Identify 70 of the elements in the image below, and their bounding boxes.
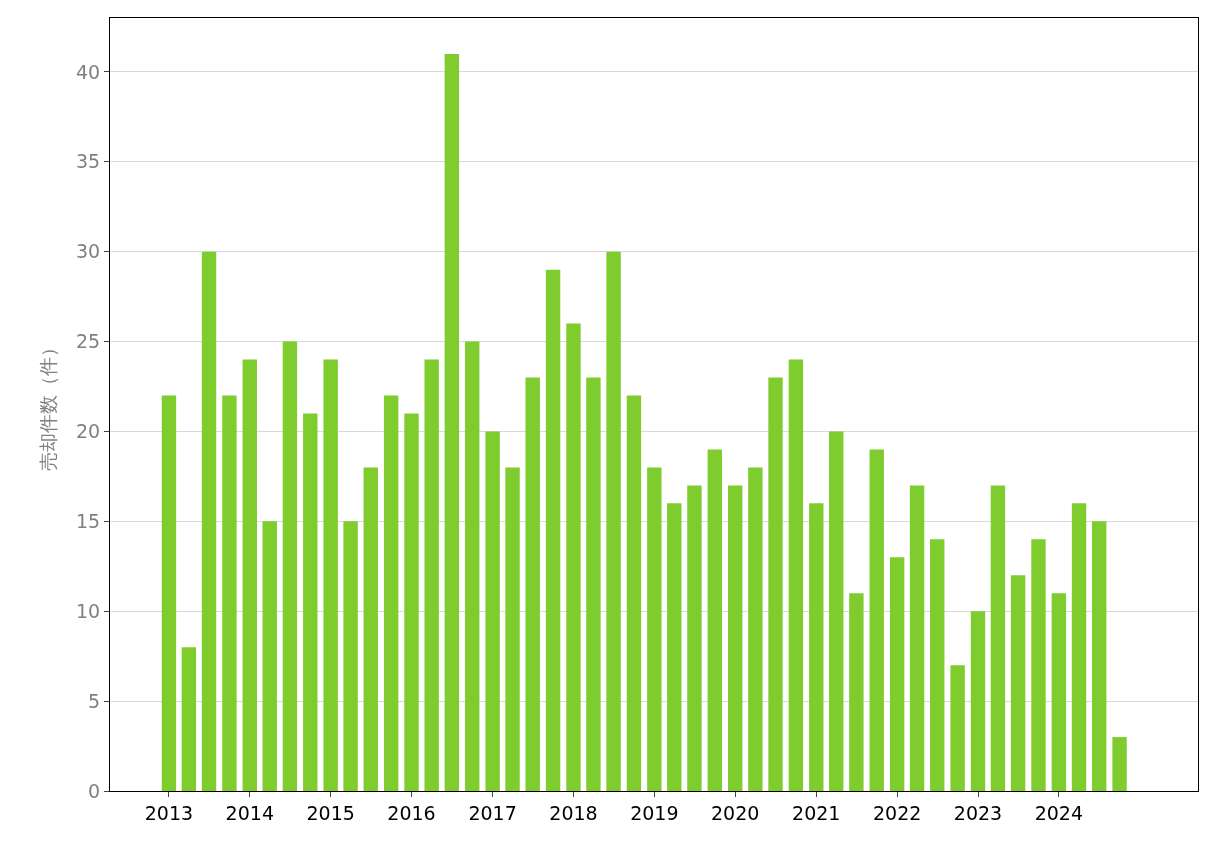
x-tick-label: 2017: [468, 801, 517, 824]
x-tick-label: 2016: [387, 801, 436, 824]
x-tick-label: 2023: [953, 801, 1003, 824]
bar: [242, 359, 257, 791]
bar: [383, 395, 399, 791]
bar: [161, 395, 177, 791]
bar: [667, 503, 682, 791]
x-tick-label: 2022: [872, 801, 922, 824]
y-tick-label: 25: [76, 330, 101, 353]
bar: [222, 395, 237, 791]
bar: [626, 395, 642, 791]
bar: [545, 269, 561, 791]
bar: [647, 467, 662, 791]
y-axis-title: 売却件数（件）: [36, 338, 59, 471]
x-tick-label: 2021: [792, 801, 841, 824]
bar: [444, 53, 460, 791]
x-tick-label: 2013: [144, 801, 194, 824]
x-tick-label: 2014: [225, 801, 274, 824]
bar: [363, 467, 378, 791]
bar: [485, 431, 500, 791]
bar: [869, 449, 884, 791]
bar: [566, 323, 581, 791]
y-tick-label: 30: [76, 240, 101, 263]
bar: [1051, 593, 1067, 791]
y-tick-label: 40: [76, 60, 101, 83]
x-tick-label: 2015: [306, 801, 355, 824]
bar: [950, 665, 965, 791]
bar: [606, 251, 621, 791]
x-tick-label: 2020: [711, 801, 760, 824]
bar: [303, 413, 318, 791]
bar: [323, 359, 338, 791]
bar: [1091, 521, 1107, 791]
x-tick-label: 2024: [1034, 801, 1084, 824]
y-tick-label: 15: [76, 510, 101, 532]
bar: [788, 359, 804, 791]
bar: [282, 341, 298, 791]
bar: [1071, 503, 1087, 791]
bar: [343, 521, 358, 791]
bar: [404, 413, 419, 791]
bar: [909, 485, 925, 791]
bar: [465, 341, 480, 791]
bar: [849, 593, 864, 791]
y-tick-label: 20: [76, 420, 101, 443]
bar: [262, 521, 277, 791]
x-tick-label: 2018: [549, 801, 598, 824]
y-tick-label: 10: [76, 599, 101, 622]
bar: [970, 611, 986, 791]
bar: [424, 359, 439, 791]
bar: [809, 503, 824, 791]
bar: [748, 467, 763, 791]
x-tick-label: 2019: [630, 801, 679, 824]
bar: [889, 557, 905, 791]
bar: [181, 647, 197, 791]
bar: [687, 485, 702, 791]
bar: [586, 377, 601, 791]
bar: [1010, 575, 1026, 791]
bar: [768, 377, 783, 791]
y-tick-label: 35: [76, 150, 101, 173]
bar: [990, 485, 1006, 791]
bar: [1031, 539, 1046, 791]
bar: [829, 431, 844, 791]
bar: [525, 377, 540, 791]
bar: [728, 485, 743, 791]
y-tick-label: 0: [88, 779, 101, 802]
bar: [505, 467, 520, 791]
bar: [201, 251, 217, 791]
bar: [707, 449, 723, 791]
bar: [1112, 737, 1127, 791]
bar: [930, 539, 945, 791]
y-tick-label: 5: [88, 689, 101, 712]
